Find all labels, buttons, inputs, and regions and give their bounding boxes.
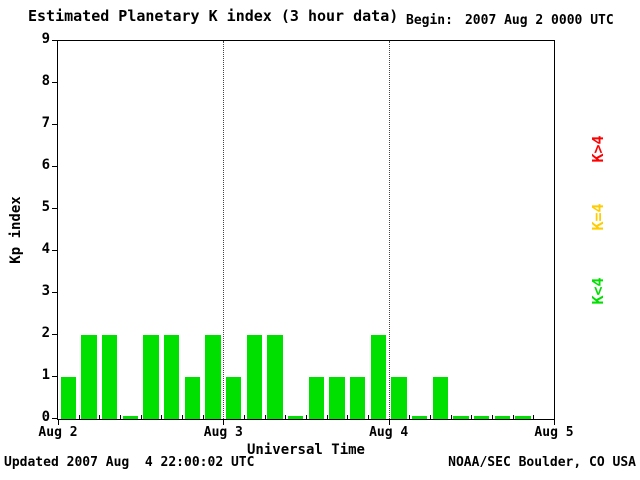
minor-tick-mark — [99, 415, 101, 419]
minor-tick-mark — [182, 415, 183, 419]
y-tick-mark — [52, 208, 57, 209]
kp-bar — [308, 377, 325, 419]
begin-time: Begin: 2007 Aug 2 0000 UTC — [406, 13, 614, 28]
minor-tick-mark — [512, 415, 514, 419]
minor-tick-mark — [368, 415, 369, 419]
y-tick-label: 1 — [41, 367, 50, 383]
x-tick-label: Aug 2 — [38, 425, 78, 440]
y-tick-label: 8 — [41, 73, 50, 89]
y-tick-mark — [52, 82, 57, 83]
y-tick-label: 5 — [41, 199, 50, 215]
y-tick-mark — [52, 376, 57, 377]
y-tick-label: 9 — [41, 31, 50, 47]
kp-bar — [287, 416, 304, 419]
chart-title: Estimated Planetary K index (3 hour data… — [28, 7, 399, 25]
minor-tick-mark — [533, 415, 535, 419]
minor-tick-mark — [430, 415, 431, 419]
kp-bar — [267, 335, 283, 419]
y-tick-mark — [52, 166, 57, 167]
plot-area — [57, 40, 555, 420]
y-tick-mark — [52, 418, 57, 419]
y-tick-label: 2 — [41, 325, 50, 341]
y-tick-mark — [52, 40, 57, 41]
kp-bar — [101, 335, 118, 419]
kp-bar — [349, 377, 366, 419]
kp-bar — [432, 377, 449, 419]
kp-bar — [329, 377, 345, 419]
kp-bar — [184, 377, 201, 419]
kp-bar — [494, 416, 511, 419]
begin-value: 2007 Aug 2 0000 UTC — [464, 13, 614, 28]
x-tick-label: Aug 3 — [203, 425, 243, 440]
minor-tick-mark — [471, 415, 473, 419]
minor-tick-mark — [306, 415, 307, 419]
minor-tick-mark — [347, 415, 349, 419]
y-tick-mark — [52, 292, 57, 293]
kp-bar — [163, 335, 180, 419]
y-tick-label: 7 — [41, 115, 50, 131]
y-tick-mark — [52, 334, 57, 335]
x-tick-label: Aug 4 — [369, 425, 409, 440]
y-tick-mark — [52, 250, 57, 251]
x-tick-mark — [223, 420, 225, 425]
kp-bar — [205, 335, 221, 419]
minor-tick-mark — [450, 415, 452, 419]
kp-bar — [391, 377, 407, 419]
kp-bar — [81, 335, 97, 419]
begin-label: Begin: — [406, 13, 453, 28]
y-axis-label: Kp index — [8, 196, 24, 264]
minor-tick-mark — [161, 415, 163, 419]
kp-bar — [60, 377, 77, 419]
minor-tick-mark — [326, 415, 328, 419]
x-tick-mark — [554, 420, 555, 425]
legend-k-lt-4: K<4 — [589, 277, 607, 305]
legend-k-eq-4: K=4 — [589, 203, 607, 231]
kp-bar — [515, 416, 531, 419]
credit: NOAA/SEC Boulder, CO USA — [448, 455, 636, 470]
kp-bar — [225, 377, 242, 419]
minor-tick-mark — [78, 415, 80, 419]
minor-tick-mark — [140, 415, 142, 419]
y-tick-label: 4 — [41, 241, 50, 257]
y-tick-label: 0 — [41, 409, 50, 425]
day-boundary-gridline — [388, 41, 390, 419]
x-tick-label: Aug 5 — [534, 425, 574, 440]
x-tick-mark — [388, 420, 390, 425]
y-tick-mark — [52, 124, 57, 125]
x-axis-label: Universal Time — [246, 442, 365, 458]
kp-bar — [411, 416, 428, 419]
minor-tick-mark — [264, 415, 266, 419]
kp-bar — [473, 416, 490, 419]
y-tick-label: 6 — [41, 157, 50, 173]
x-tick-mark — [58, 420, 59, 425]
minor-tick-mark — [409, 415, 411, 419]
kp-bar — [370, 335, 387, 419]
minor-tick-mark — [202, 415, 204, 419]
day-boundary-gridline — [223, 41, 225, 419]
updated-timestamp: Updated 2007 Aug 4 22:00:02 UTC — [4, 455, 255, 470]
minor-tick-mark — [285, 415, 287, 419]
kp-bar — [143, 335, 159, 419]
kp-bar — [453, 416, 469, 419]
kp-bar — [122, 416, 139, 419]
minor-tick-mark — [244, 415, 245, 419]
kp-bar — [246, 335, 263, 419]
y-tick-label: 3 — [41, 283, 50, 299]
minor-tick-mark — [492, 415, 493, 419]
legend-k-gt-4: K>4 — [589, 135, 607, 163]
minor-tick-mark — [120, 415, 121, 419]
